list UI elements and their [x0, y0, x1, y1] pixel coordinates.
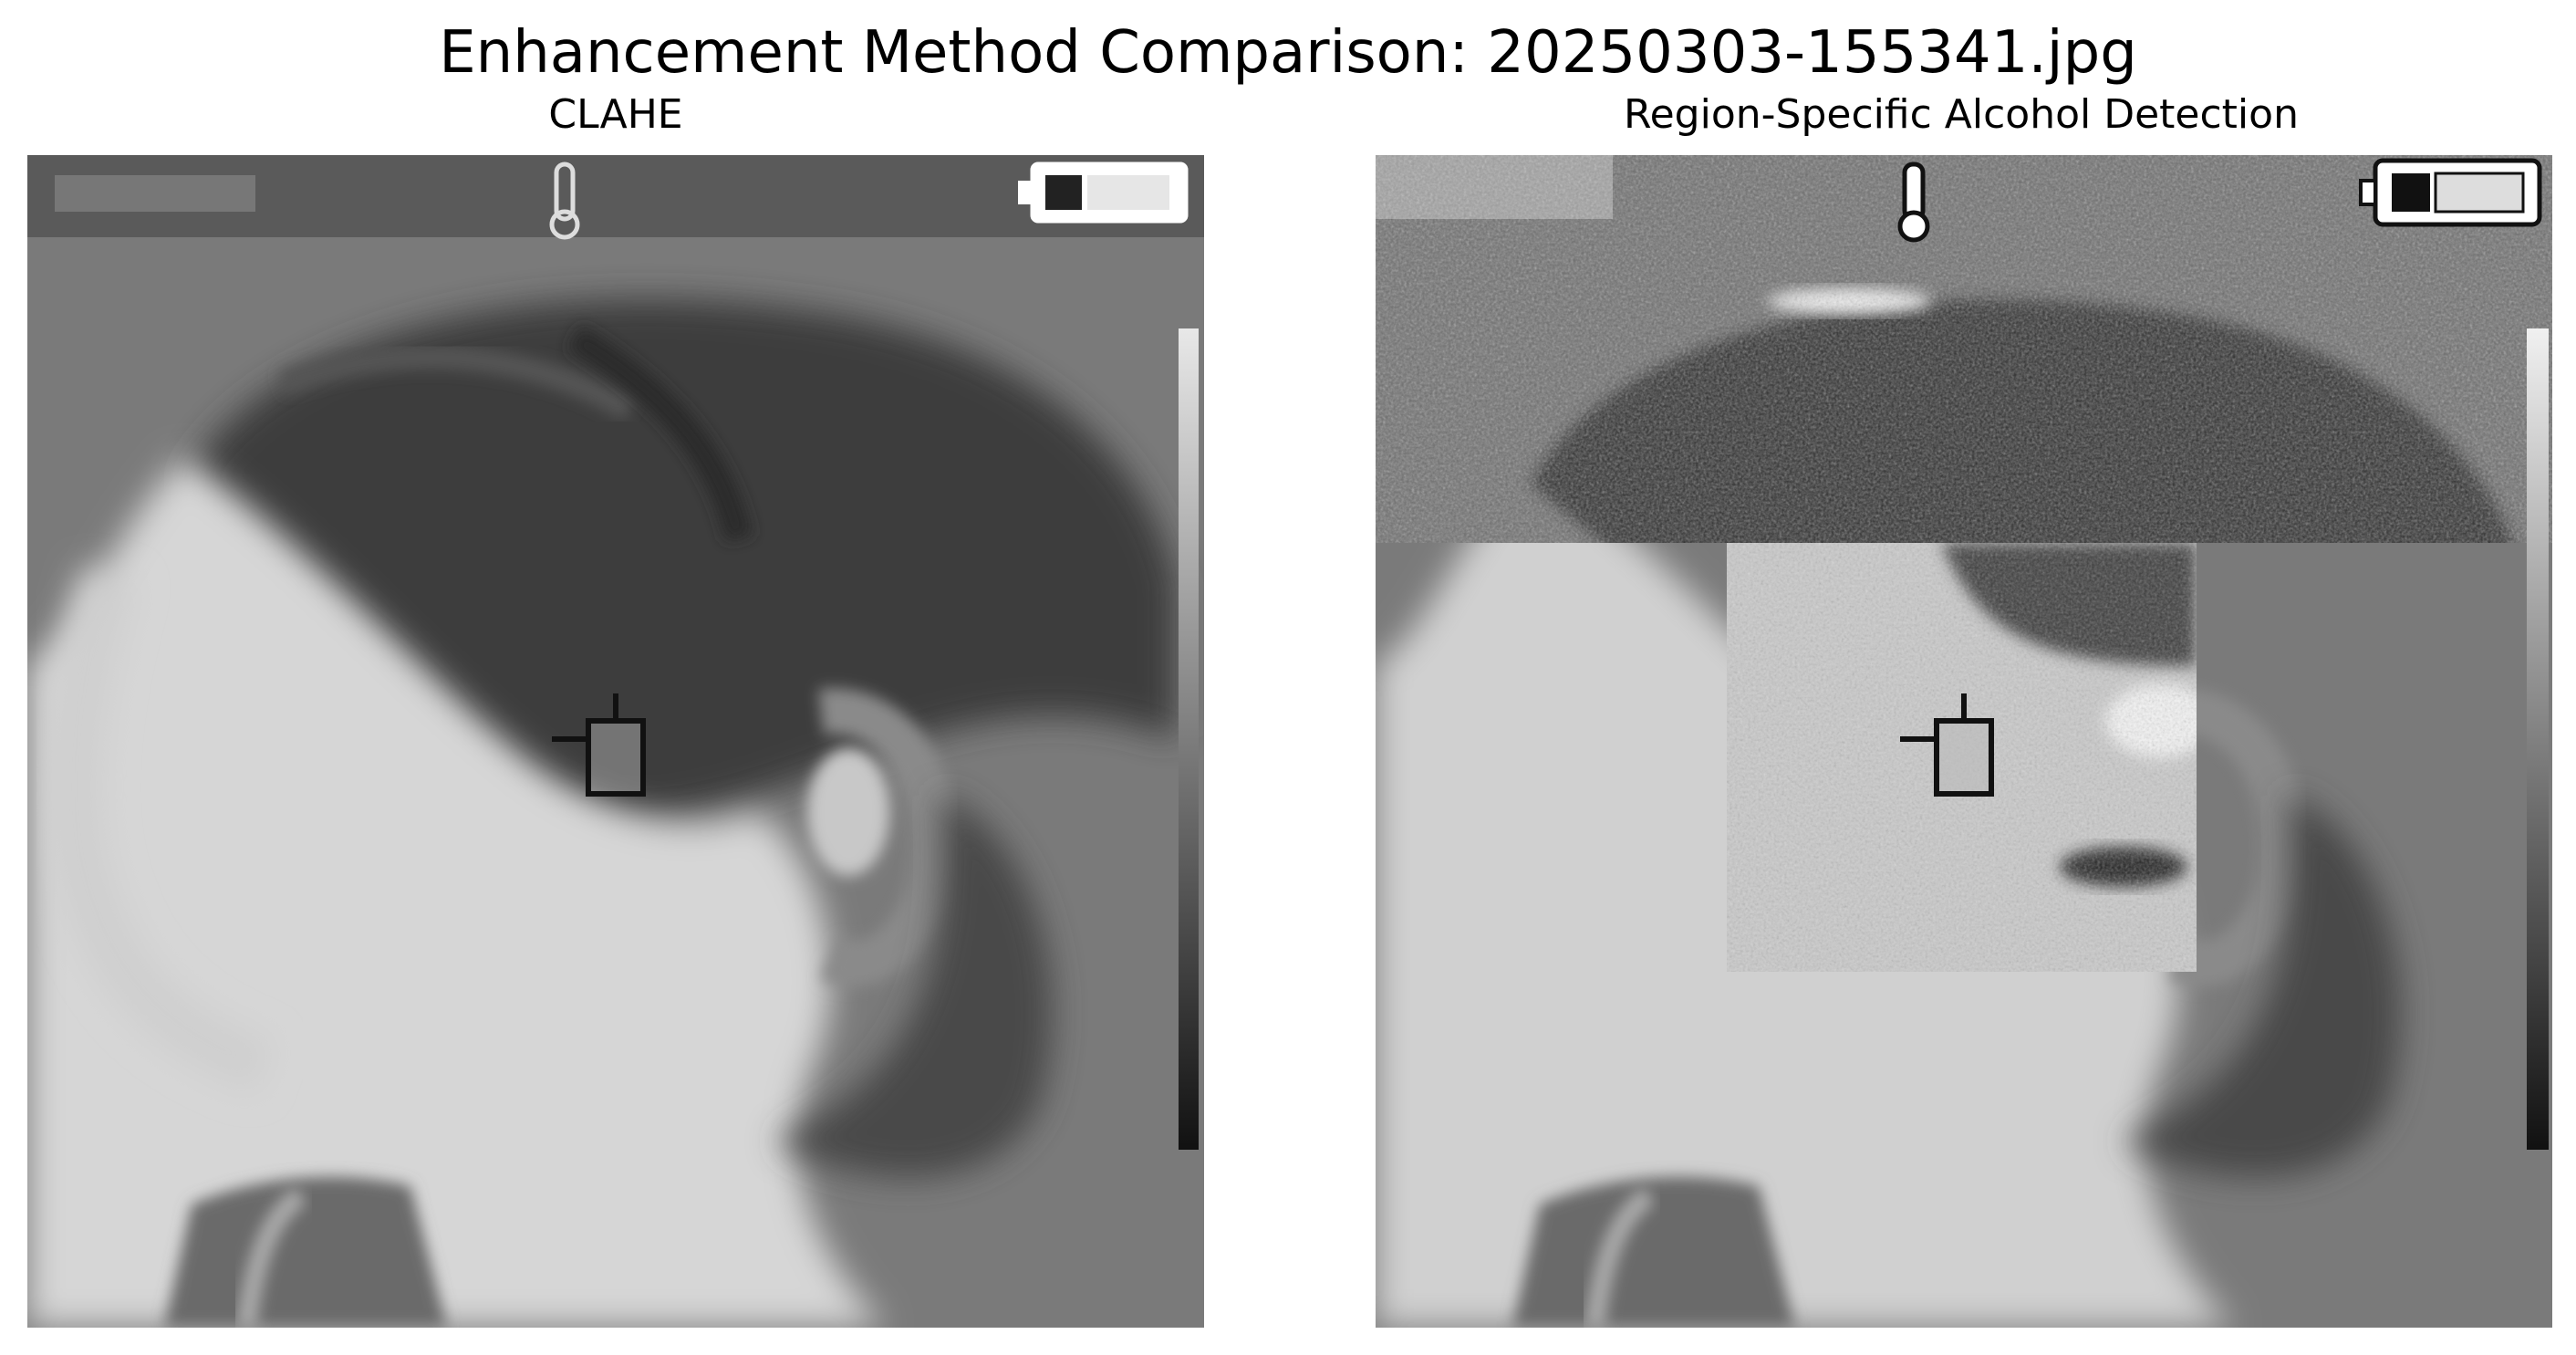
panel-title-clahe: CLAHE [548, 91, 683, 138]
thermometer-icon [1897, 162, 1930, 243]
crosshair-icon [1900, 693, 1994, 797]
region-alcohol-image [1376, 155, 2552, 1328]
crosshair-icon [552, 693, 646, 797]
battery-icon [2359, 158, 2542, 227]
colorbar [2527, 328, 2549, 1150]
battery-icon [1018, 162, 1189, 224]
figure-title: Enhancement Method Comparison: 20250303-… [439, 19, 2137, 87]
clahe-thermal-image [27, 155, 1204, 1328]
clahe-image [27, 155, 1204, 1328]
region-alcohol-thermal-image [1376, 155, 2552, 1328]
panel-title-region-alcohol: Region-Specific Alcohol Detection [1624, 91, 2299, 138]
thermometer-icon [549, 162, 580, 240]
colorbar [1179, 328, 1199, 1150]
